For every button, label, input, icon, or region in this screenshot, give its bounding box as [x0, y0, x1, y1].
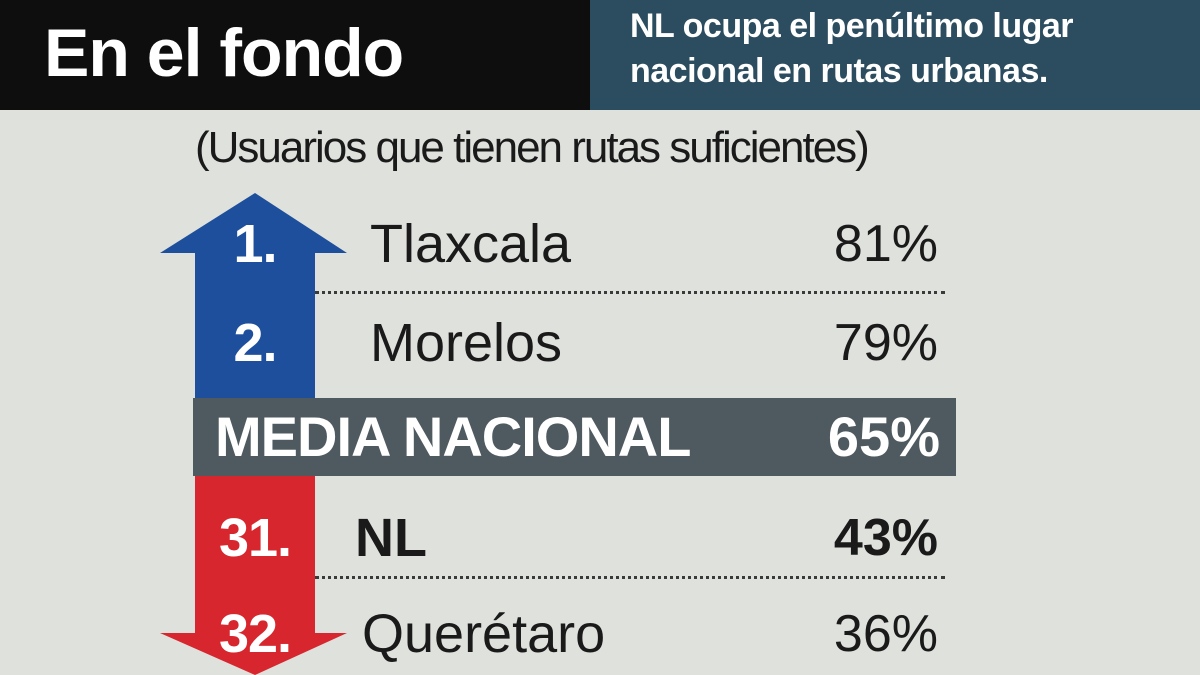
- percentage-value: 36%: [833, 605, 938, 663]
- state-name: Tlaxcala: [370, 214, 572, 274]
- chart-title: (Usuarios que tienen rutas suficientes): [195, 123, 870, 172]
- page-title: En el fondo: [44, 15, 404, 91]
- state-name: Morelos: [370, 313, 563, 373]
- national-average-bar: MEDIA NACIONAL 65%: [193, 398, 956, 476]
- national-average-value: 65%: [827, 405, 940, 468]
- rank-number: 1.: [233, 214, 277, 274]
- page-subtitle: NL ocupa el penúltimo lugar nacional en …: [630, 4, 1190, 94]
- state-name: NL: [355, 508, 427, 568]
- rank-number: 31.: [218, 508, 292, 568]
- header-title-box: En el fondo: [0, 0, 590, 110]
- up-arrow-icon: [160, 193, 347, 398]
- header-subtitle-box: NL ocupa el penúltimo lugar nacional en …: [590, 0, 1200, 110]
- subtitle-line-1: NL ocupa el penúltimo lugar: [630, 7, 1074, 45]
- percentage-value: 43%: [833, 509, 938, 567]
- percentage-value: 79%: [833, 314, 938, 372]
- subtitle-line-2: nacional en rutas urbanas.: [630, 52, 1048, 90]
- national-average-label: MEDIA NACIONAL: [215, 405, 691, 468]
- rank-number: 32.: [218, 604, 292, 664]
- percentage-value: 81%: [833, 215, 938, 273]
- row-divider: [315, 291, 945, 294]
- down-arrow-icon: [160, 476, 347, 675]
- rank-number: 2.: [233, 313, 277, 373]
- state-name: Querétaro: [362, 604, 606, 664]
- row-divider: [315, 576, 945, 579]
